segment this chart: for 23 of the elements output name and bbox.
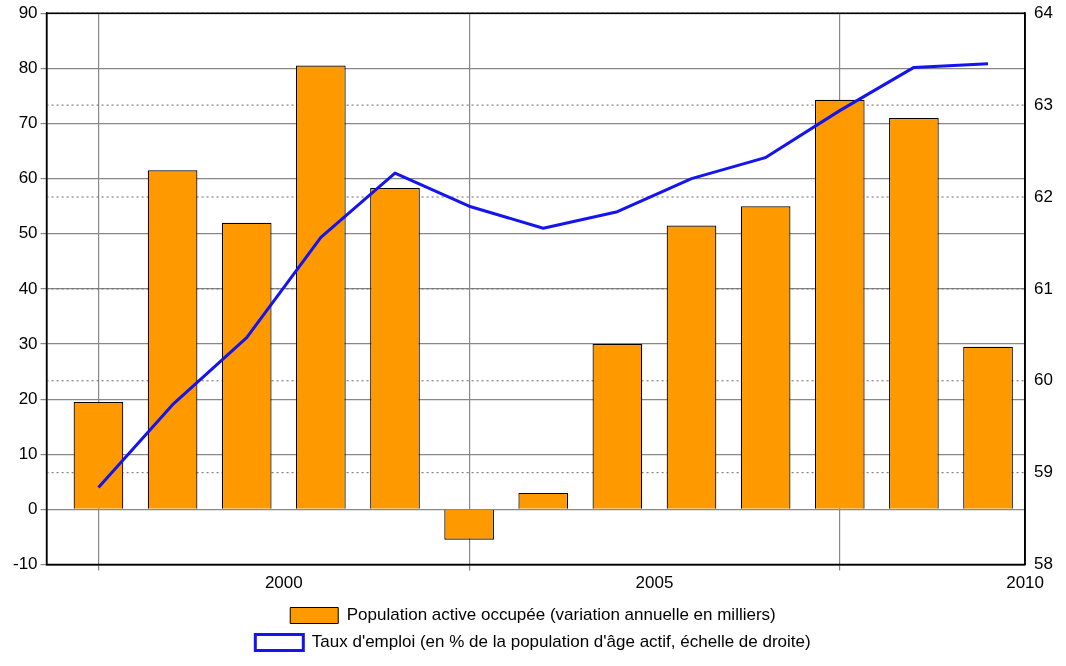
y-tick-label: 60 [18,168,38,188]
y-tick-label: 0 [28,499,38,519]
legend-label: Taux d'emploi (en % de la population d'âge actif, échelle de droite) [311,632,811,652]
y2-tick-label: 63 [1034,94,1054,114]
y-tick-label: 90 [18,2,38,22]
x-tick-label: 2005 [635,573,674,593]
y2-tick-label: 64 [1034,2,1054,22]
y2-tick-label: 58 [1034,554,1054,574]
x-tick-label: 2010 [1006,573,1044,593]
y-tick-label: 30 [18,333,38,353]
y-tick-label: 80 [18,58,38,78]
y-tick-label: 50 [18,223,38,243]
y-tick-label: -10 [12,554,38,574]
y-tick-label: 20 [18,388,38,408]
legend-label: Population active occupée (variation annuelle en milliers) [346,605,776,625]
y2-tick-label: 60 [1034,370,1054,390]
y2-tick-label: 59 [1034,462,1054,482]
y2-tick-label: 62 [1034,186,1054,206]
x-tick-label: 2000 [264,573,303,593]
y2-tick-label: 61 [1034,278,1054,298]
y-tick-label: 70 [18,113,38,133]
y-tick-label: 40 [18,278,38,298]
y-tick-label: 10 [18,444,38,464]
